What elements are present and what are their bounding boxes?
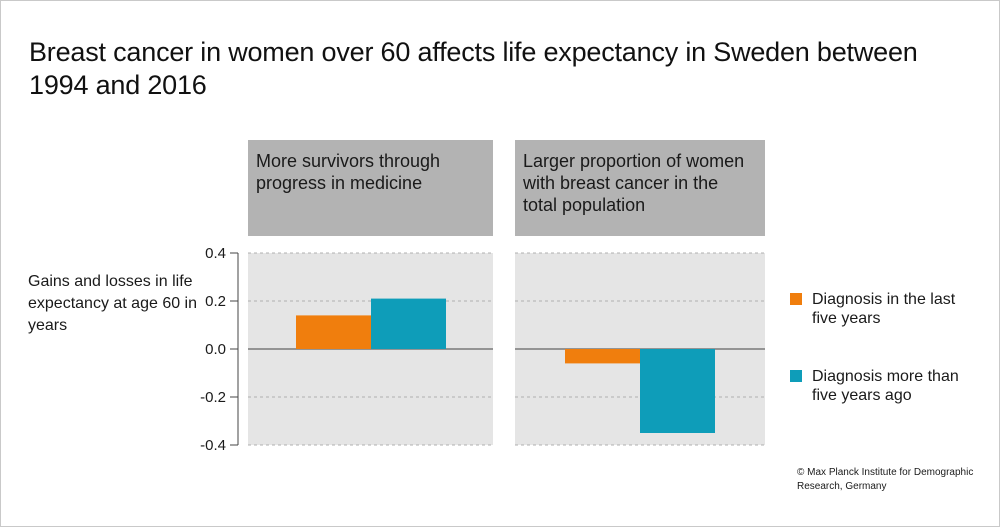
bar-series1-panel1 (296, 315, 371, 349)
bar-series2-panel1 (371, 298, 446, 349)
panel-header-proportion: Larger proportion of women with breast c… (515, 140, 765, 236)
y-axis-label: Gains and losses in life expectancy at a… (28, 273, 198, 334)
y-tick-label: 0.0 (205, 341, 226, 358)
legend-label-recent: Diagnosis in the last five years (812, 291, 956, 327)
panel-header-medicine: More survivors through progress in medic… (248, 140, 493, 236)
legend-swatch-teal (790, 370, 802, 382)
legend-label-older: Diagnosis more than five years ago (812, 368, 959, 404)
chart-title: Breast cancer in women over 60 affects l… (29, 37, 918, 100)
legend-swatch-orange (790, 293, 802, 305)
y-tick-label: -0.4 (200, 437, 226, 454)
y-tick-label: 0.4 (205, 245, 226, 262)
y-tick-label: 0.2 (205, 293, 226, 310)
legend-item-recent: Diagnosis in the last five years (790, 290, 980, 328)
copyright-note: © Max Planck Institute for Demographic R… (797, 467, 974, 492)
y-tick-label: -0.2 (200, 389, 226, 406)
bar-series1-panel2 (565, 349, 640, 364)
bar-series2-panel2 (640, 349, 715, 433)
legend-item-older: Diagnosis more than five years ago (790, 367, 980, 405)
